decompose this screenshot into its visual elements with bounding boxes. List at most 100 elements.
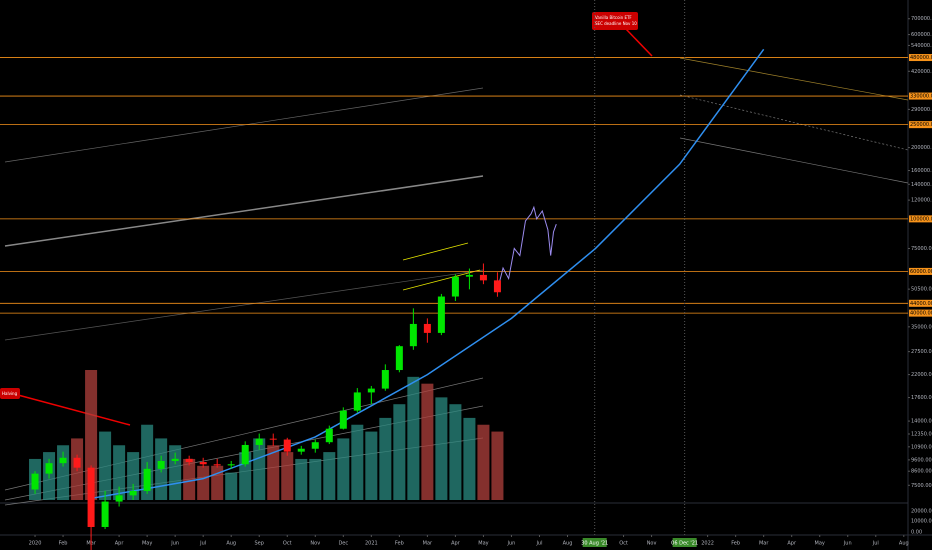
volume-bar	[491, 431, 504, 500]
candle-body	[325, 428, 333, 443]
volume-bar	[393, 404, 406, 500]
level-label: 40000.00	[910, 311, 932, 317]
candle-body	[213, 464, 221, 466]
y-tick-label: 12350.00	[911, 431, 932, 437]
x-tick-label: Jun	[507, 541, 516, 547]
candle-body	[87, 467, 95, 527]
y-tick-label: 420000.00	[911, 69, 932, 75]
volume-bar	[281, 452, 294, 500]
indicator-tick-label: 10000.00	[911, 519, 932, 525]
level-label: 250000.00	[910, 122, 932, 128]
candle-body	[311, 442, 319, 449]
y-tick-label: 27500.00	[911, 349, 932, 355]
volume-bar	[477, 424, 490, 500]
trend-line	[4, 269, 484, 341]
regression-curve	[90, 48, 765, 500]
date-label: 06 Dec '21	[671, 541, 698, 547]
candle-body	[31, 473, 39, 490]
x-tick-label: Jul	[199, 541, 206, 547]
candle-body	[171, 458, 179, 461]
candle-body	[255, 438, 263, 445]
level-tag	[909, 215, 932, 223]
x-tick-label: Aug	[563, 541, 573, 547]
note-box	[0, 388, 20, 399]
x-tick-label: Feb	[395, 541, 404, 547]
y-tick-label: 140000.00	[911, 182, 932, 188]
y-tick-label: 75000.00	[911, 246, 932, 252]
candle-body	[73, 457, 81, 468]
y-tick-label: 8600.00	[911, 469, 932, 475]
y-tick-label: 600000.00	[911, 32, 932, 38]
y-tick-label: 700000.00	[911, 16, 932, 22]
y-tick-label: 10900.00	[911, 444, 932, 450]
level-tag	[909, 267, 932, 275]
candle-body	[115, 495, 123, 502]
candle-body	[409, 323, 417, 347]
etf-note: Vanilla Bitcoin ETF SEC deadline Nov 10	[592, 12, 653, 57]
trend-line	[679, 57, 909, 101]
x-tick-label: Jun	[170, 541, 179, 547]
x-tick-label: Jun	[843, 541, 852, 547]
x-tick-label: Sep	[255, 541, 264, 547]
candle-body	[185, 458, 193, 463]
volume-bar	[127, 452, 140, 500]
trend-line	[4, 175, 484, 247]
candle-body	[451, 276, 459, 297]
y-tick-label: 50500.00	[911, 287, 932, 293]
candle-body	[227, 464, 235, 466]
x-tick-label: 2020	[29, 541, 42, 547]
volume-bar	[183, 458, 196, 500]
candle-body	[353, 392, 361, 411]
note-arrow	[624, 27, 653, 57]
x-tick-label: Nov	[310, 541, 320, 547]
y-tick-label: 17600.00	[911, 395, 932, 401]
candle-body	[381, 370, 389, 389]
candle-body	[465, 274, 473, 277]
candle-body	[479, 274, 487, 281]
x-tick-label: Jul	[872, 541, 879, 547]
volume-bar	[449, 404, 462, 500]
candle-body	[241, 444, 249, 465]
volume-bar	[351, 424, 364, 500]
halving-note: Halving	[0, 388, 131, 426]
candle-body	[143, 468, 151, 491]
candle-body	[269, 438, 277, 440]
volume-bar	[379, 417, 392, 500]
volume-bar	[267, 445, 280, 500]
x-tick-label: Apr	[451, 541, 461, 547]
y-tick-label: 35000.00	[911, 324, 932, 330]
x-tick-label: Feb	[731, 541, 740, 547]
volume-bar	[211, 465, 224, 500]
x-tick-label: Oct	[619, 541, 628, 547]
level-label: 100000.00	[910, 216, 932, 222]
indicator-tick-label: 0.00	[911, 530, 922, 536]
y-tick-label: 22000.00	[911, 372, 932, 378]
level-label: 330000.00	[910, 94, 932, 100]
candle-body	[395, 346, 403, 371]
wedge-line	[402, 242, 469, 261]
candle-body	[297, 448, 305, 452]
volume-bar	[295, 458, 308, 500]
x-tick-label: May	[815, 541, 825, 547]
candle-body	[199, 462, 207, 465]
level-label: 60000.00	[910, 269, 932, 275]
indicator-tick-label: 20000.00	[911, 509, 932, 515]
candle-body	[493, 280, 501, 293]
y-tick-label: 290000.00	[911, 107, 932, 113]
x-tick-label: Mar	[759, 541, 769, 547]
wedge-line	[402, 269, 481, 291]
x-tick-label: Aug	[226, 541, 236, 547]
volume-bar	[225, 472, 238, 500]
x-tick-label: Apr	[787, 541, 797, 547]
candle-body	[129, 490, 137, 496]
level-tag	[909, 54, 932, 62]
y-tick-label: 200000.00	[911, 145, 932, 151]
x-tick-label: 2021	[365, 541, 378, 547]
volume-bar	[113, 445, 126, 500]
candle-body	[423, 323, 431, 333]
level-label: 480000.00	[910, 55, 932, 61]
x-tick-label: May	[142, 541, 152, 547]
x-tick-label: Dec	[338, 541, 348, 547]
volume-bar	[407, 376, 420, 500]
